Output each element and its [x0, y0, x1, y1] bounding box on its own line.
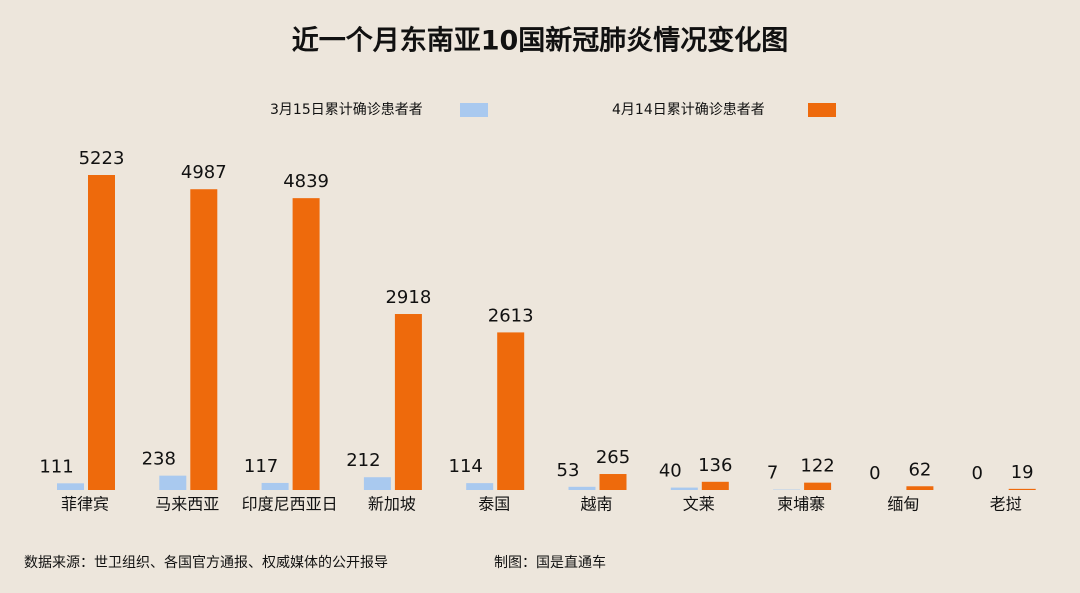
- value-label: 2918: [385, 287, 431, 308]
- bar: [906, 486, 934, 490]
- x-tick-label: 印度尼西亚日: [242, 495, 338, 514]
- value-label: 2613: [488, 305, 534, 326]
- bar: [394, 314, 422, 490]
- value-label: 114: [449, 456, 483, 477]
- bar: [159, 475, 187, 490]
- bar: [466, 483, 494, 490]
- credit-note: 制图：国是直通车: [494, 554, 606, 571]
- value-label: 212: [346, 450, 380, 471]
- x-tick-label: 泰国: [478, 495, 510, 514]
- x-tick-label: 越南: [580, 495, 612, 514]
- bar: [88, 175, 115, 490]
- x-tick-label: 老挝: [990, 495, 1022, 514]
- value-label: 53: [557, 460, 580, 481]
- value-label: 4987: [181, 162, 227, 183]
- x-tick-label: 柬埔寨: [777, 495, 825, 514]
- value-label: 238: [142, 449, 176, 470]
- legend-swatch: [460, 103, 488, 117]
- x-tick-label: 缅甸: [887, 495, 919, 514]
- value-label: 117: [244, 456, 278, 477]
- x-tick-label: 文莱: [683, 495, 715, 514]
- value-label: 0: [869, 463, 880, 484]
- chart-title: 近一个月东南亚10国新冠肺炎情况变化图: [292, 25, 789, 57]
- legend-label: 3月15日累计确诊患者者: [270, 102, 423, 118]
- bar: [804, 482, 832, 490]
- source-note: 数据来源：世卫组织、各国官方通报、权威媒体的公开报导: [24, 555, 388, 571]
- value-label: 122: [800, 456, 834, 477]
- bar: [599, 474, 627, 490]
- bar: [261, 482, 289, 490]
- bar: [670, 487, 698, 490]
- value-label: 265: [596, 447, 630, 468]
- x-tick-label: 马来西亚: [155, 495, 219, 514]
- legend-label: 4月14日累计确诊患者者: [612, 102, 765, 118]
- value-label: 40: [659, 461, 682, 482]
- value-label: 0: [971, 463, 982, 484]
- value-label: 111: [39, 456, 73, 477]
- bar: [190, 189, 218, 490]
- bar: [497, 332, 525, 490]
- x-tick-label: 菲律宾: [61, 495, 109, 514]
- value-label: 7: [767, 463, 778, 484]
- bar: [363, 477, 391, 490]
- value-label: 62: [908, 459, 931, 480]
- bar: [568, 486, 596, 490]
- value-label: 19: [1011, 462, 1034, 483]
- bar: [292, 198, 320, 490]
- bar: [57, 483, 84, 490]
- value-label: 5223: [79, 148, 125, 169]
- value-label: 136: [698, 455, 732, 476]
- bar: [1008, 488, 1036, 490]
- legend-swatch: [808, 103, 836, 117]
- x-tick-label: 新加坡: [368, 495, 416, 514]
- bar: [701, 481, 729, 490]
- value-label: 4839: [283, 171, 329, 192]
